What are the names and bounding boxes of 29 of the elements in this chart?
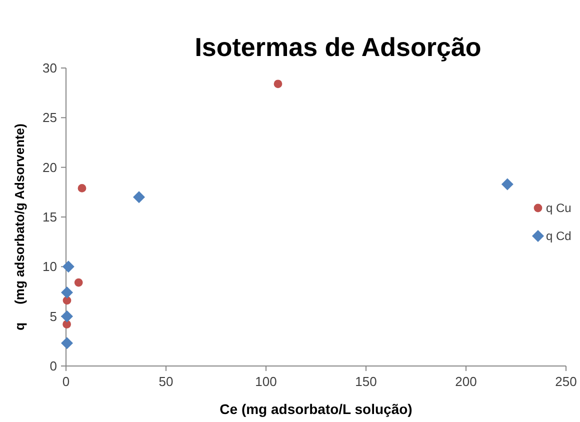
y-tick-label: 5	[50, 308, 57, 324]
x-tick-label: 150	[355, 374, 377, 389]
x-tick-label: 100	[255, 374, 277, 389]
point	[61, 286, 73, 298]
y-axis-title: q (mg adsorbato/g Adsorvente)	[12, 124, 27, 330]
legend-label: q Cu	[546, 201, 572, 216]
y-tick-label: 25	[42, 110, 57, 126]
chart-title: Isotermas de Adsorção	[194, 32, 482, 62]
y-tick-label: 0	[50, 358, 57, 374]
point	[61, 337, 73, 350]
point	[274, 80, 282, 88]
legend-label: q Cd	[546, 229, 572, 244]
point	[62, 296, 72, 305]
point	[62, 260, 74, 273]
point	[501, 178, 514, 190]
y-tick-label: 10	[42, 259, 57, 274]
x-tick-label: 0	[62, 374, 70, 389]
point	[74, 278, 83, 287]
point	[61, 310, 73, 322]
y-tick-label: 20	[42, 160, 57, 175]
y-tick-label: 15	[42, 210, 57, 225]
x-tick-label: 50	[158, 374, 174, 389]
x-tick-label: 200	[455, 374, 477, 389]
x-tick-label: 250	[555, 374, 577, 389]
point	[62, 320, 71, 328]
point	[78, 184, 86, 192]
point	[133, 191, 145, 204]
x-axis-title: Ce (mg adsorbato/L solução)	[220, 401, 412, 417]
y-tick-label: 30	[42, 60, 57, 76]
